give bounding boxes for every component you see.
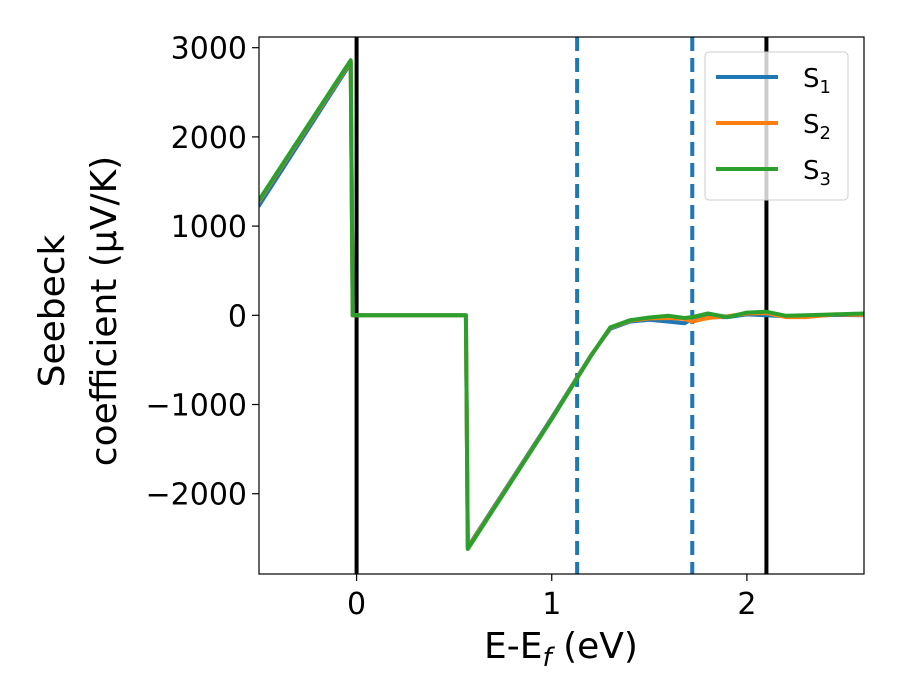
y-tick-label: 1000 <box>171 210 247 245</box>
legend-label-s3: S3 <box>803 156 831 190</box>
series-layer <box>259 58 864 551</box>
series-line-s3 <box>259 58 864 551</box>
x-tick-label: 1 <box>542 587 561 622</box>
legend-label-s2: S2 <box>803 110 831 144</box>
x-tick-label: 0 <box>347 587 366 622</box>
x-axis-label: E-Ef (eV) <box>484 626 638 673</box>
legend-box <box>704 51 849 201</box>
y-tick-label: 2000 <box>171 121 247 156</box>
y-tick-label: −2000 <box>146 478 247 513</box>
legend-label-s1: S1 <box>803 64 831 98</box>
plot-frame <box>258 36 865 575</box>
y-tick-label: 3000 <box>171 32 247 67</box>
y-axis-label-line2: coefficient (μV/K) <box>84 156 125 466</box>
y-axis-label: Seebeck coefficient (μV/K) <box>32 156 125 466</box>
y-tick-label: 0 <box>228 299 247 334</box>
y-tick-label: −1000 <box>146 389 247 424</box>
x-axis: 0 1 2 <box>347 574 756 622</box>
y-axis: 3000 2000 1000 0 −1000 −2000 <box>146 32 259 513</box>
y-axis-label-line1: Seebeck <box>32 234 73 387</box>
legend: S1 S2 S3 <box>704 51 849 201</box>
x-tick-label: 2 <box>737 587 756 622</box>
